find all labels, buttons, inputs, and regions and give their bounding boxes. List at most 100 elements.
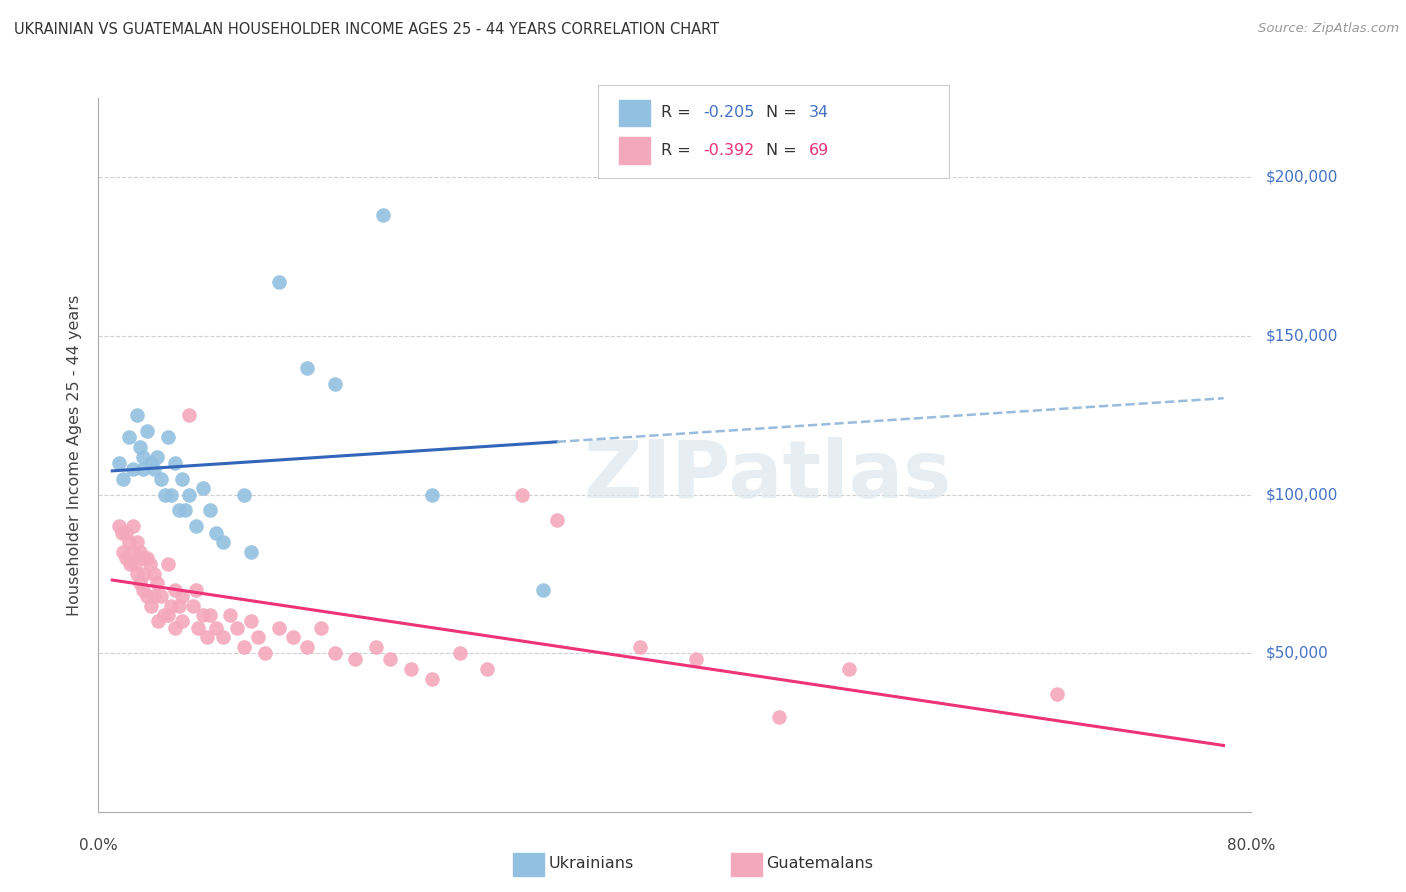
Point [837, 662, 859, 676]
Point [373, 209, 395, 223]
Point [420, 672, 443, 686]
Point [254, 646, 277, 660]
Text: 69: 69 [808, 143, 828, 158]
Point [108, 519, 131, 533]
Point [152, 608, 174, 623]
Point [628, 640, 651, 654]
Point [127, 409, 149, 423]
Point [145, 450, 167, 464]
Point [136, 424, 159, 438]
Text: 34: 34 [808, 105, 828, 120]
Point [344, 652, 367, 666]
Point [141, 456, 163, 470]
Point [240, 615, 263, 629]
Point [399, 662, 422, 676]
Point [295, 640, 318, 654]
Point [226, 621, 249, 635]
Point [212, 535, 235, 549]
Point [108, 456, 131, 470]
Point [177, 409, 200, 423]
Point [531, 582, 554, 597]
Point [156, 430, 179, 444]
Point [122, 544, 145, 558]
Point [129, 576, 152, 591]
Point [233, 640, 256, 654]
Point [122, 462, 145, 476]
Point [124, 558, 146, 572]
Point [195, 630, 218, 644]
Point [136, 589, 159, 603]
Point [146, 615, 169, 629]
Text: R =: R = [661, 143, 696, 158]
Point [510, 487, 533, 501]
Point [170, 589, 193, 603]
Point [145, 576, 167, 591]
Text: N =: N = [766, 143, 803, 158]
Point [191, 481, 214, 495]
Point [184, 582, 207, 597]
Point [163, 621, 186, 635]
Point [205, 525, 228, 540]
Point [156, 608, 179, 623]
Text: $200,000: $200,000 [1265, 169, 1337, 185]
Point [112, 472, 135, 486]
Point [111, 525, 134, 540]
Point [247, 630, 270, 644]
Y-axis label: Householder Income Ages 25 - 44 years: Householder Income Ages 25 - 44 years [67, 294, 83, 615]
Point [323, 646, 346, 660]
Point [198, 503, 221, 517]
Text: -0.205: -0.205 [703, 105, 755, 120]
Point [167, 503, 190, 517]
Point [205, 621, 228, 635]
Point [477, 662, 499, 676]
Point [309, 621, 332, 635]
Text: -0.392: -0.392 [703, 143, 754, 158]
Point [198, 608, 221, 623]
Text: $50,000: $50,000 [1265, 646, 1329, 661]
Point [149, 589, 172, 603]
Point [685, 652, 707, 666]
Point [170, 615, 193, 629]
Point [181, 599, 204, 613]
Point [184, 519, 207, 533]
Text: $150,000: $150,000 [1265, 328, 1337, 343]
Point [132, 551, 155, 566]
Point [129, 440, 152, 454]
Point [240, 544, 263, 558]
Text: Guatemalans: Guatemalans [766, 856, 873, 871]
Point [219, 608, 242, 623]
Text: 80.0%: 80.0% [1227, 838, 1275, 854]
Point [1046, 687, 1069, 701]
Point [163, 456, 186, 470]
Point [163, 582, 186, 597]
Point [143, 589, 166, 603]
Point [132, 582, 155, 597]
Point [136, 551, 159, 566]
Point [159, 487, 181, 501]
Point [167, 599, 190, 613]
Point [233, 487, 256, 501]
Text: N =: N = [766, 105, 803, 120]
Text: R =: R = [661, 105, 696, 120]
Point [177, 487, 200, 501]
Text: UKRAINIAN VS GUATEMALAN HOUSEHOLDER INCOME AGES 25 - 44 YEARS CORRELATION CHART: UKRAINIAN VS GUATEMALAN HOUSEHOLDER INCO… [14, 22, 720, 37]
Point [191, 608, 214, 623]
Text: ZIPatlas: ZIPatlas [583, 437, 952, 516]
Point [420, 487, 443, 501]
Point [127, 535, 149, 549]
Point [449, 646, 471, 660]
Point [212, 630, 235, 644]
Point [115, 551, 138, 566]
Point [156, 558, 179, 572]
Point [122, 519, 145, 533]
Point [159, 599, 181, 613]
Text: $100,000: $100,000 [1265, 487, 1337, 502]
Point [118, 535, 141, 549]
Point [143, 566, 166, 581]
Point [187, 621, 209, 635]
Point [173, 503, 195, 517]
Point [295, 360, 318, 375]
Point [366, 640, 388, 654]
Point [768, 709, 790, 723]
Text: 0.0%: 0.0% [79, 838, 118, 854]
